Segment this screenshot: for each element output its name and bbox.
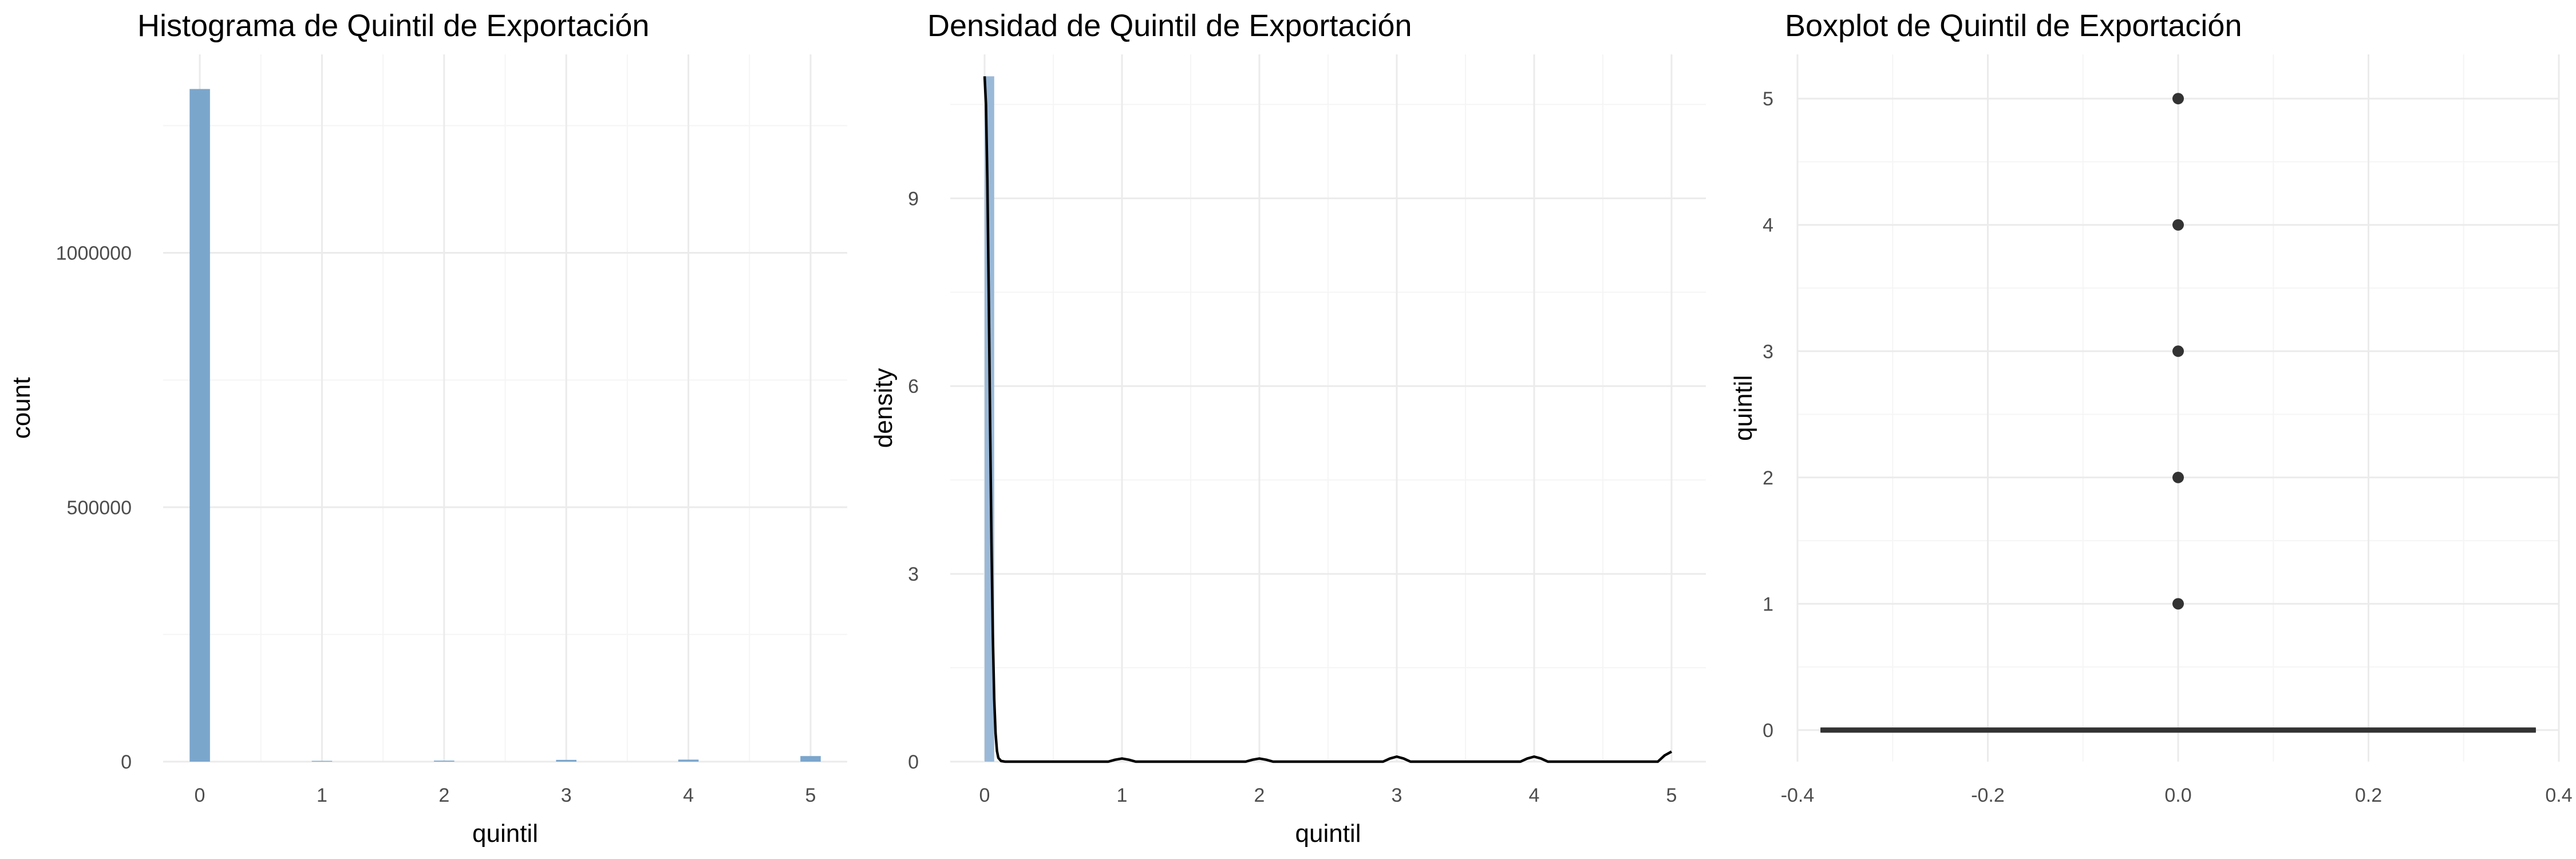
- outlier-point: [2172, 93, 2184, 105]
- y-tick-label: 1: [1763, 593, 1773, 615]
- histogram-panel: 0 1 2 3 4 5 0 500000 1000000 Histograma de Quinti…: [7, 9, 847, 848]
- y-tick-label: 5: [1763, 88, 1773, 110]
- y-tick-label: 0: [908, 751, 919, 773]
- chart-title: Boxplot de Quintil de Exportación: [1785, 9, 2242, 43]
- x-tick-label: 0: [195, 785, 206, 806]
- x-tick-label: 0.4: [2545, 785, 2572, 806]
- density-line: [983, 76, 1673, 763]
- histogram-bar: [800, 756, 821, 762]
- boxplot-panel: -0.4 -0.2 0.0 0.2 0.4 0 1 2 3 4 5 Boxplot de Quinti…: [1729, 9, 2573, 806]
- y-tick-label: 500000: [67, 497, 132, 519]
- outlier-point: [2172, 598, 2184, 610]
- histogram-bar: [556, 759, 576, 762]
- histogram-bar: [434, 761, 455, 762]
- x-tick-label: 4: [1529, 785, 1540, 806]
- x-tick-label: 2: [438, 785, 449, 806]
- x-tick-label: 3: [561, 785, 572, 806]
- y-tick-label: 0: [121, 751, 132, 773]
- outlier-point: [2172, 471, 2184, 483]
- y-tick-label: 1000000: [56, 243, 132, 265]
- y-axis-title: quintil: [1729, 375, 1757, 441]
- x-axis-title: quintil: [472, 819, 538, 848]
- chart-title: Densidad de Quintil de Exportación: [927, 9, 1412, 43]
- y-tick-label: 2: [1763, 467, 1773, 489]
- histogram-bar: [678, 759, 699, 762]
- y-tick-label: 3: [1763, 341, 1773, 362]
- outlier-point: [2172, 219, 2184, 231]
- x-tick-label: 3: [1392, 785, 1402, 806]
- y-axis-title: count: [7, 377, 35, 439]
- x-tick-label: 4: [683, 785, 694, 806]
- y-tick-label: 6: [908, 376, 919, 397]
- chart-title: Histograma de Quintil de Exportación: [137, 9, 649, 43]
- x-tick-label: 0.0: [2164, 785, 2191, 806]
- y-tick-label: 9: [908, 188, 919, 210]
- density-panel: 0 1 2 3 4 5 0 3 6 9 Densidad de Quintil de Exporta…: [870, 9, 1706, 848]
- x-tick-label: 1: [1117, 785, 1128, 806]
- x-tick-label: -0.4: [1781, 785, 1815, 806]
- y-tick-label: 0: [1763, 720, 1773, 742]
- histogram-bar: [311, 761, 333, 762]
- y-tick-label: 4: [1763, 215, 1773, 237]
- x-tick-label: 0.2: [2355, 785, 2382, 806]
- outlier-point: [2172, 345, 2184, 357]
- x-tick-label: 1: [317, 785, 327, 806]
- y-axis-title: density: [870, 368, 898, 448]
- x-tick-label: -0.2: [1971, 785, 2005, 806]
- x-tick-label: 0: [979, 785, 990, 806]
- y-tick-label: 3: [908, 564, 919, 585]
- x-tick-label: 5: [1666, 785, 1677, 806]
- x-tick-label: 5: [805, 785, 816, 806]
- x-tick-label: 2: [1254, 785, 1265, 806]
- x-axis-title: quintil: [1295, 819, 1361, 848]
- histogram-bar: [189, 89, 210, 762]
